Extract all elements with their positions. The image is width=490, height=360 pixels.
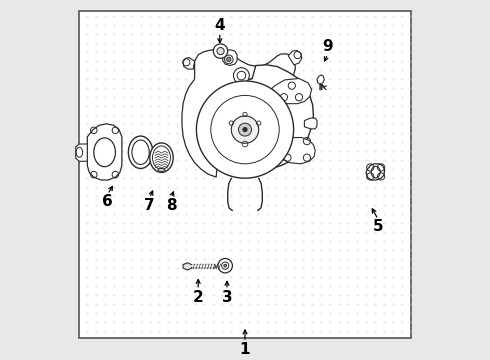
Polygon shape [182, 78, 252, 177]
Polygon shape [218, 65, 314, 169]
Polygon shape [87, 124, 122, 180]
Circle shape [227, 57, 231, 62]
Ellipse shape [94, 138, 116, 167]
Polygon shape [317, 75, 324, 84]
Ellipse shape [158, 168, 165, 171]
Text: 2: 2 [193, 289, 203, 305]
Circle shape [233, 68, 249, 84]
Text: 5: 5 [373, 219, 384, 234]
Circle shape [231, 116, 259, 143]
Circle shape [217, 48, 224, 55]
Text: 3: 3 [221, 289, 232, 305]
Polygon shape [183, 263, 192, 270]
Circle shape [213, 44, 228, 58]
Polygon shape [304, 118, 317, 129]
Polygon shape [366, 164, 385, 180]
Polygon shape [278, 138, 315, 164]
FancyBboxPatch shape [79, 11, 411, 338]
Polygon shape [76, 144, 87, 161]
Text: 4: 4 [215, 18, 225, 33]
Text: 8: 8 [166, 198, 176, 213]
Text: 7: 7 [144, 198, 155, 213]
Circle shape [218, 258, 232, 273]
Ellipse shape [150, 143, 173, 172]
Circle shape [243, 127, 247, 132]
Circle shape [224, 264, 227, 267]
Circle shape [224, 55, 233, 64]
Polygon shape [183, 58, 195, 69]
Ellipse shape [128, 136, 153, 168]
Text: 6: 6 [102, 194, 113, 209]
Polygon shape [288, 50, 302, 65]
Circle shape [239, 123, 251, 136]
Text: 1: 1 [240, 342, 250, 357]
Polygon shape [222, 50, 237, 66]
Polygon shape [195, 50, 295, 80]
Polygon shape [270, 78, 312, 104]
Circle shape [196, 81, 294, 178]
Text: 9: 9 [322, 39, 333, 54]
